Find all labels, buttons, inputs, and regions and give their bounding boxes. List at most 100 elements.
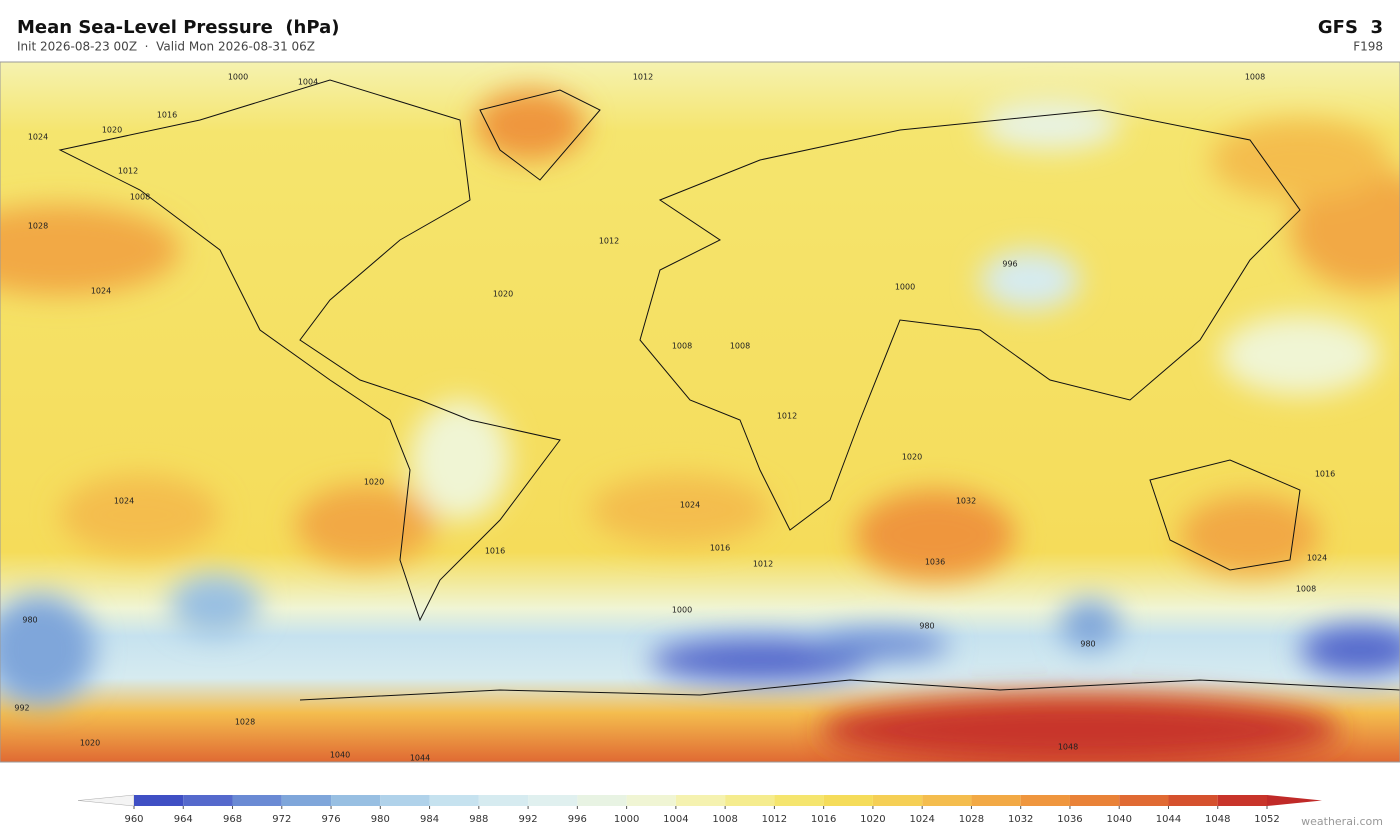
colorbar-swatch — [232, 795, 282, 806]
pressure-field — [0, 90, 1400, 762]
credit: weatherai.com — [1301, 815, 1383, 828]
colorbar-swatch — [922, 795, 972, 806]
colorbar-swatch — [971, 795, 1021, 806]
colorbar-tick-label: 960 — [124, 814, 143, 825]
colorbar-tick-label: 1032 — [1008, 814, 1033, 825]
colorbar-tick-label: 1020 — [860, 814, 885, 825]
contour-label: 1016 — [485, 547, 505, 556]
contour-label: 1008 — [672, 342, 692, 351]
colorbar-swatch — [823, 795, 873, 806]
colorbar-swatch — [478, 795, 529, 806]
colorbar-tick-label: 996 — [568, 814, 587, 825]
contour-label: 980 — [22, 616, 37, 625]
colorbar-swatch — [577, 795, 627, 806]
contour-label: 1028 — [235, 718, 255, 727]
colorbar-swatch — [1020, 795, 1070, 806]
contour-label: 1024 — [1307, 554, 1327, 563]
contour-label: 1000 — [895, 283, 915, 292]
contour-label: 1044 — [410, 754, 430, 763]
contour-label: 1048 — [1058, 743, 1078, 752]
contour-label: 1032 — [956, 497, 976, 506]
colorbar-swatch — [725, 795, 775, 806]
contour-label: 1012 — [633, 73, 653, 82]
colorbar-swatch — [872, 795, 923, 806]
map: 1000 1004 1012 1008 1016 1024 1020 1012 1008 1028… — [0, 62, 1400, 763]
contour-label: 1028 — [28, 222, 48, 231]
contour-label: 1004 — [298, 78, 318, 87]
colorbar-tick-label: 1052 — [1254, 814, 1279, 825]
colorbar-tick-label: 1048 — [1205, 814, 1230, 825]
contour-label: 980 — [919, 622, 934, 631]
colorbar-tick-label: 1028 — [959, 814, 984, 825]
colorbar-swatch — [528, 795, 578, 806]
contour-label: 1016 — [1315, 470, 1335, 479]
colorbar-over — [1267, 795, 1322, 806]
contour-label: 1024 — [91, 287, 111, 296]
contour-label: 1036 — [925, 558, 945, 567]
colorbar-tick-label: 1012 — [762, 814, 787, 825]
colorbar-tick-label: 964 — [174, 814, 193, 825]
contour-label: 992 — [14, 704, 29, 713]
colorbar-swatch — [134, 795, 184, 806]
colorbar-tick-label: 984 — [420, 814, 439, 825]
contour-label: 1012 — [777, 412, 797, 421]
colorbar-tick-label: 1024 — [909, 814, 934, 825]
contour-label: 980 — [1080, 640, 1095, 649]
contour-label: 1016 — [710, 544, 730, 553]
colorbar-swatch — [675, 795, 726, 806]
colorbar-tick-label: 1000 — [614, 814, 639, 825]
colorbar-swatch — [1119, 795, 1169, 806]
contour-label: 996 — [1002, 260, 1017, 269]
contour-label: 1008 — [130, 193, 150, 202]
contour-label: 1024 — [680, 501, 700, 510]
coastlines — [58, 79, 1400, 701]
contour-label: 1000 — [228, 73, 248, 82]
contour-label: 1012 — [118, 167, 138, 176]
colorbar-tick-label: 980 — [371, 814, 390, 825]
subtitle: Init 2026-08-23 00Z · Valid Mon 2026-08-… — [17, 40, 315, 54]
colorbar-under — [77, 794, 135, 807]
contour-label: 1008 — [1296, 585, 1316, 594]
contour-label: 1020 — [80, 739, 100, 748]
colorbar-swatch — [281, 795, 332, 806]
colorbar-swatch — [1217, 795, 1267, 806]
colorbar-swatch — [1168, 795, 1218, 806]
forecast-hour: F198 — [1353, 40, 1383, 54]
colorbar-tick-label: 1016 — [811, 814, 836, 825]
contour-label: 1000 — [672, 606, 692, 615]
colorbar-tick-label: 1036 — [1057, 814, 1082, 825]
colorbar-tick-label: 976 — [321, 814, 340, 825]
contour-label: 1012 — [599, 237, 619, 246]
colorbar-tick-label: 1004 — [663, 814, 688, 825]
contour-label: 1008 — [730, 342, 750, 351]
colorbar-swatch — [183, 795, 233, 806]
colorbar-swatch — [774, 795, 824, 806]
colorbar-tick-label: 1008 — [712, 814, 737, 825]
colorbar-tick-label: 1044 — [1156, 814, 1181, 825]
colorbar: 960 964 968 972 976 980 984 988 992 996 1000 1004 10… — [77, 794, 1322, 825]
contour-label: 1020 — [364, 478, 384, 487]
contour-label: 1020 — [902, 453, 922, 462]
contour-labels: 1000 1004 1012 1008 1016 1024 1020 1012 1008 1028… — [14, 73, 1335, 763]
colorbar-swatch — [331, 795, 381, 806]
contour-label: 1012 — [753, 560, 773, 569]
contour-label: 1016 — [157, 111, 177, 120]
map-frame — [0, 61, 1400, 763]
model-name: GFS 3 — [1318, 17, 1383, 38]
colorbar-swatch — [380, 795, 430, 806]
colorbar-tick-label: 968 — [223, 814, 242, 825]
contour-label: 1020 — [493, 290, 513, 299]
contour-label: 1024 — [28, 133, 48, 142]
colorbar-tick-label: 988 — [469, 814, 488, 825]
colorbar-swatch — [1069, 795, 1120, 806]
contour-label: 1020 — [102, 126, 122, 135]
colorbar-swatch — [429, 795, 479, 806]
contour-label: 1008 — [1245, 73, 1265, 82]
colorbar-swatch — [626, 795, 676, 806]
contour-label: 1040 — [330, 751, 350, 760]
colorbar-tick-label: 1040 — [1106, 814, 1131, 825]
colorbar-tick-label: 992 — [519, 814, 538, 825]
contour-label: 1024 — [114, 497, 134, 506]
